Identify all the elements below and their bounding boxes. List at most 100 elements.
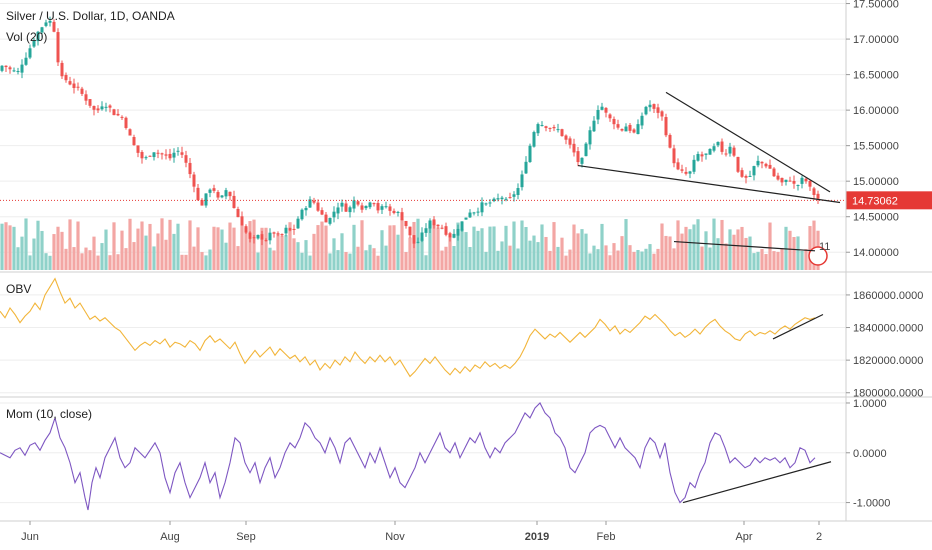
volume-bar-118 xyxy=(472,226,476,270)
volume-bar-70 xyxy=(280,235,284,270)
candle-body-114 xyxy=(456,228,460,236)
volume-bar-164 xyxy=(656,248,660,270)
candle-body-163 xyxy=(652,104,656,109)
candle-body-50 xyxy=(200,199,204,206)
mom-label: Mom (10, close) xyxy=(6,407,92,421)
obv-trendline xyxy=(772,313,824,340)
obv-tick-label-0: 1860000.0000 xyxy=(853,290,923,302)
volume-bar-53 xyxy=(212,226,216,270)
candle-body-191 xyxy=(764,163,768,167)
volume-bar-148 xyxy=(592,245,596,270)
candle-body-43 xyxy=(172,152,176,158)
candle-body-79 xyxy=(316,202,320,211)
volume-bar-121 xyxy=(484,251,488,270)
volume-bar-139 xyxy=(556,246,560,270)
volume-bar-89 xyxy=(356,246,360,270)
candle-body-77 xyxy=(308,199,312,208)
obv-pane[interactable] xyxy=(0,277,846,394)
candle-body-150 xyxy=(600,106,604,110)
candle-body-35 xyxy=(140,152,144,159)
volume-bar-195 xyxy=(780,248,784,270)
volume-bar-16 xyxy=(64,248,68,270)
volume-bar-165 xyxy=(660,223,664,270)
volume-bar-10 xyxy=(40,230,44,270)
candle-body-160 xyxy=(640,115,644,126)
volume-bar-67 xyxy=(268,247,272,270)
price-pane[interactable]: 11 xyxy=(0,3,846,270)
volume-bar-60 xyxy=(240,225,244,270)
candle-body-106 xyxy=(424,228,428,233)
obv-tick-label-1: 1840000.0000 xyxy=(853,323,923,335)
mom-tick-label-0: 1.0000 xyxy=(853,398,887,410)
candle-body-78 xyxy=(312,200,316,203)
volume-bar-46 xyxy=(184,254,188,270)
volume-trendline xyxy=(673,240,816,252)
candle-body-87 xyxy=(348,207,352,213)
candle-body-9 xyxy=(36,31,40,42)
volume-bar-69 xyxy=(276,233,280,270)
candle-body-70 xyxy=(280,234,284,236)
volume-bar-11 xyxy=(44,253,48,270)
candle-body-82 xyxy=(328,217,332,224)
volume-bar-15 xyxy=(60,231,64,270)
price-tick-label-1: 17.00000 xyxy=(853,34,899,46)
candle-body-96 xyxy=(384,206,388,208)
volume-bar-1 xyxy=(4,222,8,270)
volume-bar-197 xyxy=(788,230,792,270)
candle-body-90 xyxy=(360,205,364,210)
volume-bar-40 xyxy=(160,218,164,270)
volume-bar-41 xyxy=(164,239,168,270)
volume-bar-132 xyxy=(528,240,532,270)
volume-bar-124 xyxy=(496,250,500,270)
candle-body-180 xyxy=(720,141,724,152)
volume-bar-128 xyxy=(512,221,516,270)
candle-body-62 xyxy=(248,232,252,239)
candle-body-177 xyxy=(708,148,712,155)
volume-bar-56 xyxy=(224,242,228,270)
candle-body-72 xyxy=(288,228,292,231)
x-tick-label-0: Jun xyxy=(21,531,39,543)
volume-bar-130 xyxy=(520,220,524,270)
candle-body-173 xyxy=(692,159,696,172)
obv-series-line xyxy=(0,277,816,378)
candle-body-174 xyxy=(696,154,700,161)
candle-body-40 xyxy=(160,153,164,155)
volume-bar-181 xyxy=(724,243,728,270)
volume-bar-39 xyxy=(156,233,160,270)
volume-bar-115 xyxy=(460,228,464,270)
candle-body-109 xyxy=(436,224,440,227)
volume-bar-55 xyxy=(220,229,224,270)
volume-bar-95 xyxy=(380,230,384,270)
mom-pane[interactable] xyxy=(0,402,846,511)
candle-body-157 xyxy=(628,124,632,131)
volume-bar-161 xyxy=(644,248,648,270)
volume-bar-106 xyxy=(424,255,428,270)
volume-bar-8 xyxy=(32,238,36,270)
volume-bar-176 xyxy=(704,231,708,270)
volume-bar-125 xyxy=(500,241,504,270)
volume-bar-31 xyxy=(124,248,128,270)
volume-bar-44 xyxy=(176,223,180,270)
candle-body-202 xyxy=(808,180,812,187)
volume-bar-169 xyxy=(676,220,680,270)
mom-tick-label-2: -1.0000 xyxy=(853,498,890,510)
volume-bar-92 xyxy=(368,244,372,270)
volume-bar-134 xyxy=(536,242,540,270)
candle-body-61 xyxy=(244,226,248,233)
volume-bar-7 xyxy=(28,255,32,270)
volume-bar-108 xyxy=(432,221,436,270)
candle-body-188 xyxy=(752,166,756,176)
candle-body-60 xyxy=(240,216,244,226)
candle-body-36 xyxy=(144,157,148,159)
mom-trendline xyxy=(682,461,832,504)
candle-body-57 xyxy=(228,191,232,197)
candle-body-17 xyxy=(68,81,72,85)
volume-bar-30 xyxy=(120,230,124,270)
candle-body-66 xyxy=(264,240,268,242)
candle-body-193 xyxy=(772,168,776,177)
candle-body-192 xyxy=(768,164,772,169)
candle-body-97 xyxy=(388,206,392,211)
candle-body-115 xyxy=(460,221,464,231)
candle-body-122 xyxy=(488,202,492,204)
